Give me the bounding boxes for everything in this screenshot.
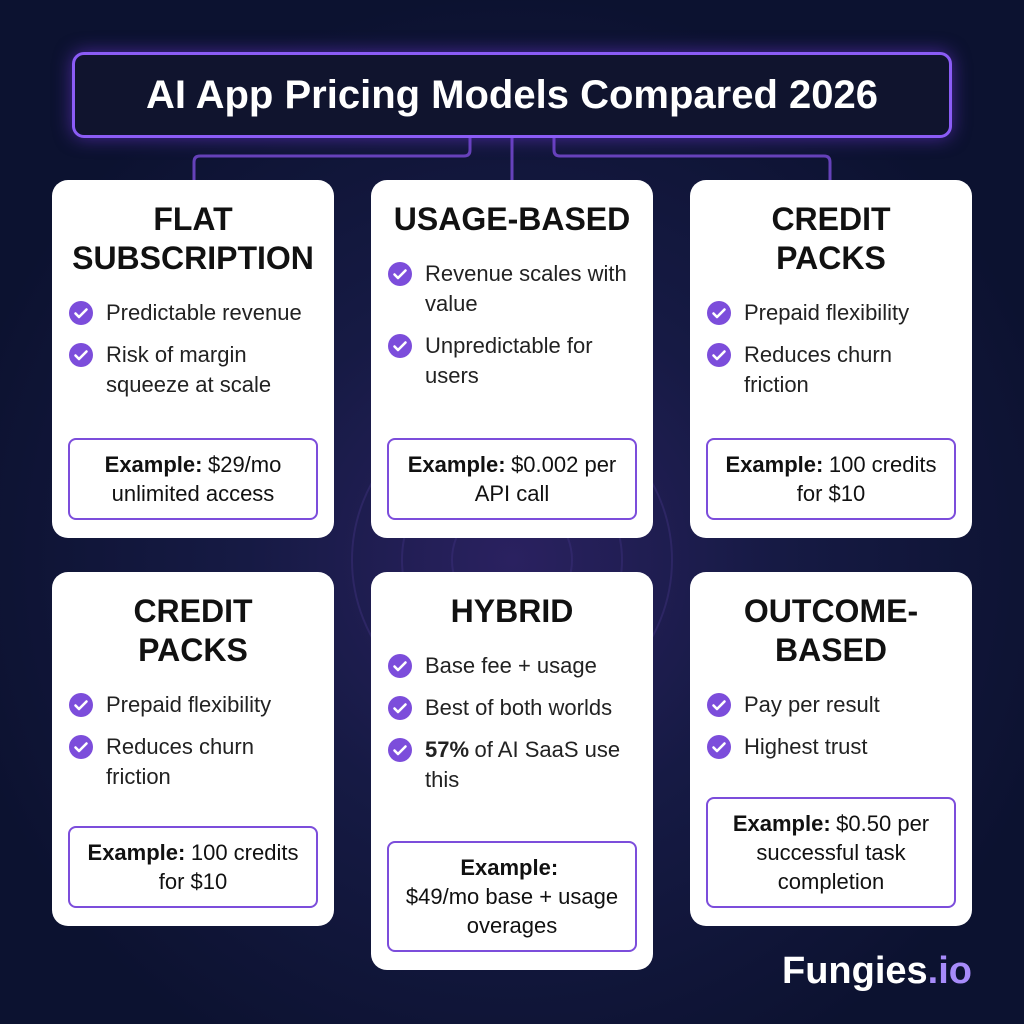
point: Pay per result xyxy=(706,690,956,720)
point: Highest trust xyxy=(706,732,956,762)
card-title: CREDIT PACKS xyxy=(706,200,956,278)
card-title: HYBRID xyxy=(387,592,637,631)
example-label: Example: xyxy=(104,452,203,477)
point-label: Predictable revenue xyxy=(106,300,302,325)
check-icon xyxy=(388,334,412,358)
point-label: Reduces churn friction xyxy=(744,342,892,397)
brand: Fungies.io xyxy=(782,950,972,993)
card-title-line: USAGE-BASED xyxy=(393,201,631,237)
example-box: Example: $29/mo unlimited access xyxy=(68,438,318,520)
example-text: 100 credits for $10 xyxy=(796,452,937,506)
check-icon xyxy=(388,696,412,720)
brand-suffix: .io xyxy=(927,950,972,992)
point-text: Prepaid flexibility xyxy=(106,690,271,720)
point-bold: 57% xyxy=(425,737,470,762)
check-icon xyxy=(69,301,93,325)
card-title: FLAT SUBSCRIPTION xyxy=(68,200,318,278)
card-title: OUTCOME- BASED xyxy=(706,592,956,670)
point-text: Risk of margin squeeze at scale xyxy=(106,340,318,400)
check-icon xyxy=(707,343,731,367)
brand-name: Fungies xyxy=(781,950,928,992)
point-label: Revenue scales with value xyxy=(425,261,627,316)
check-icon xyxy=(69,343,93,367)
point-text: Best of both worlds xyxy=(425,693,612,723)
card-title-line: HYBRID xyxy=(450,593,574,629)
title-box: AI App Pricing Models Compared 2026 xyxy=(72,52,952,138)
point-text: Base fee + usage xyxy=(425,651,597,681)
card-title-line: CREDIT xyxy=(133,593,253,629)
title: AI App Pricing Models Compared 2026 xyxy=(145,72,878,117)
point: Risk of margin squeeze at scale xyxy=(68,340,318,400)
card: USAGE-BASED Revenue scales with value Unpr… xyxy=(371,180,653,538)
point: Reduces churn friction xyxy=(68,732,318,792)
point-label: Best of both worlds xyxy=(425,695,613,720)
point: Best of both worlds xyxy=(387,693,637,723)
card-title-line: PACKS xyxy=(138,632,248,668)
card-title-line: FLAT xyxy=(153,201,233,237)
example-label: Example: xyxy=(87,840,186,865)
check-icon xyxy=(69,693,93,717)
example-box: Example: $0.002 per API call xyxy=(387,438,637,520)
point-text: Predictable revenue xyxy=(106,298,302,328)
point-text: Revenue scales with value xyxy=(425,259,637,319)
check-icon xyxy=(388,738,412,762)
example-box: Example: 100 credits for $10 xyxy=(68,826,318,908)
point-text: Reduces churn friction xyxy=(744,340,956,400)
point-label: of AI SaaS use this xyxy=(425,737,621,792)
card: CREDIT PACKS Prepaid flexibility Reduces ch… xyxy=(52,572,334,926)
example-text: $0.002 per API call xyxy=(474,452,617,506)
point-text: Prepaid flexibility xyxy=(744,298,909,328)
example-text: $29/mo unlimited access xyxy=(111,452,282,506)
check-icon xyxy=(388,262,412,286)
card-title-line: SUBSCRIPTION xyxy=(72,240,314,276)
card-title: CREDIT PACKS xyxy=(68,592,318,670)
card-title: USAGE-BASED xyxy=(387,200,637,239)
point: Predictable revenue xyxy=(68,298,318,328)
check-icon xyxy=(707,693,731,717)
point-text: Unpredictable for users xyxy=(425,331,637,391)
card-title-line: OUTCOME- xyxy=(743,593,919,629)
point: Prepaid flexibility xyxy=(706,298,956,328)
card-title-line: CREDIT xyxy=(771,201,891,237)
point: 57% of AI SaaS use this xyxy=(387,735,637,795)
check-icon xyxy=(388,654,412,678)
check-icon xyxy=(707,735,731,759)
point: Reduces churn friction xyxy=(706,340,956,400)
point: Prepaid flexibility xyxy=(68,690,318,720)
card: HYBRID Base fee + usage Best of both world… xyxy=(371,572,653,970)
point-label: Reduces churn friction xyxy=(106,734,254,789)
point-label: Base fee + usage xyxy=(425,653,597,678)
card-title-line: BASED xyxy=(774,632,887,668)
point-text: 57% of AI SaaS use this xyxy=(425,735,637,795)
example-box: Example: $0.50 per successful task comple… xyxy=(706,797,956,908)
check-icon xyxy=(707,301,731,325)
point-label: Prepaid flexibility xyxy=(106,692,272,717)
example-text: $49/mo base + usage overages xyxy=(405,884,619,938)
check-icon xyxy=(69,735,93,759)
point: Unpredictable for users xyxy=(387,331,637,391)
example-text: $0.50 per successful task completion xyxy=(756,811,930,894)
point-text: Pay per result xyxy=(744,690,880,720)
point-label: Pay per result xyxy=(744,692,880,717)
card: OUTCOME- BASED Pay per result Highest trust… xyxy=(690,572,972,926)
example-label: Example: xyxy=(407,452,506,477)
example-text: 100 credits for $10 xyxy=(158,840,299,894)
example-label: Example: xyxy=(460,855,559,880)
example-box: Example: $49/mo base + usage overages xyxy=(387,841,637,952)
point-label: Prepaid flexibility xyxy=(744,300,910,325)
point: Revenue scales with value xyxy=(387,259,637,319)
example-label: Example: xyxy=(725,452,824,477)
point-text: Reduces churn friction xyxy=(106,732,318,792)
point-label: Highest trust xyxy=(744,734,868,759)
card: CREDIT PACKS Prepaid flexibility Reduces ch… xyxy=(690,180,972,538)
example-label: Example: xyxy=(732,811,831,836)
card: FLAT SUBSCRIPTION Predictable revenue Risk … xyxy=(52,180,334,538)
example-box: Example: 100 credits for $10 xyxy=(706,438,956,520)
point-label: Risk of margin squeeze at scale xyxy=(106,342,272,397)
card-title-line: PACKS xyxy=(776,240,886,276)
point-text: Highest trust xyxy=(744,732,868,762)
point-label: Unpredictable for users xyxy=(425,333,593,388)
point: Base fee + usage xyxy=(387,651,637,681)
